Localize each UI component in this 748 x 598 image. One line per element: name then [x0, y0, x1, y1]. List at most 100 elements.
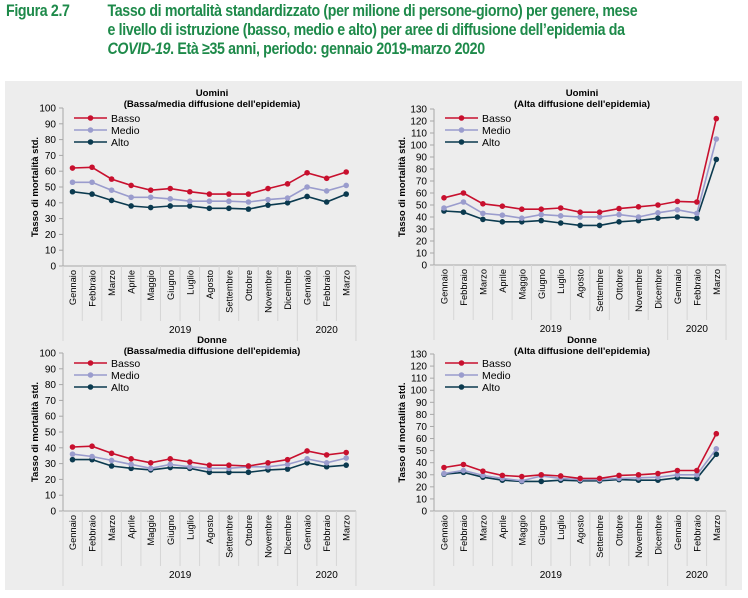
y-tick-label: 130 [410, 350, 427, 361]
y-tick-label: 30 [45, 459, 57, 470]
data-point-basso [265, 185, 271, 192]
x-tick-label: Giugno [166, 515, 176, 545]
y-tick-label: 40 [45, 443, 57, 454]
data-point-medio [147, 194, 154, 201]
chart-title: Uomini [196, 88, 229, 99]
y-tick-label: 110 [411, 374, 427, 385]
x-tick-label: Luglio [185, 515, 195, 540]
x-tick-label: Febbraio [322, 270, 332, 307]
x-tick-label: Aprile [127, 515, 137, 539]
x-tick-label: Marzo [107, 515, 117, 541]
data-point-alto [108, 463, 115, 469]
legend-marker-basso [87, 360, 94, 366]
y-axis-label: Tasso di mortalità std. [397, 137, 408, 237]
data-point-basso [577, 475, 583, 482]
y-tick-label: 90 [416, 398, 428, 409]
chart-subtitle: (Alta diffusione dell'epidemia) [514, 346, 650, 357]
data-point-alto [304, 193, 310, 200]
year-label: 2019 [540, 324, 563, 335]
data-point-basso [89, 164, 95, 171]
data-point-basso [147, 187, 154, 193]
data-point-basso [596, 209, 603, 215]
data-point-medio [187, 198, 193, 205]
legend-marker-medio [87, 372, 94, 378]
chart-panel-3: Donne(Alta diffusione dell'epidemia)0102… [397, 335, 727, 586]
data-point-basso [557, 205, 564, 211]
data-point-medio [265, 463, 271, 470]
data-point-basso [284, 181, 291, 187]
data-point-alto [284, 200, 291, 206]
legend-label-basso: Basso [111, 113, 140, 125]
data-point-alto [187, 203, 193, 209]
data-point-medio [480, 210, 486, 217]
data-point-basso [89, 443, 95, 450]
x-tick-label: Gennaio [673, 269, 683, 304]
data-point-medio [323, 460, 330, 466]
y-tick-label: 20 [45, 475, 57, 486]
data-point-medio [304, 184, 310, 190]
data-point-medio [713, 446, 720, 452]
y-axis-label: Tasso di mortalità std. [30, 137, 41, 237]
year-label: 2019 [169, 325, 192, 336]
x-tick-label: Agosto [576, 269, 586, 298]
data-point-basso [206, 462, 213, 468]
y-tick-label: 60 [416, 189, 428, 200]
y-tick-label: 30 [416, 225, 428, 236]
data-point-basso [245, 191, 252, 197]
data-point-basso [635, 204, 642, 210]
data-point-alto [245, 469, 252, 476]
data-point-alto [577, 222, 583, 229]
data-point-alto [343, 462, 350, 468]
data-point-alto [460, 209, 467, 215]
data-point-basso [538, 471, 545, 478]
data-point-medio [441, 205, 447, 211]
data-point-medio [128, 461, 134, 468]
x-tick-label: Aprile [498, 269, 508, 293]
data-point-basso [616, 205, 622, 212]
data-point-alto [69, 456, 76, 463]
chart-title: Uomini [566, 88, 599, 99]
data-point-alto [206, 469, 213, 476]
data-point-alto [226, 469, 232, 476]
y-tick-label: 20 [416, 237, 428, 248]
x-tick-label: Ottobre [244, 515, 254, 546]
data-point-basso [167, 185, 174, 192]
y-tick-label: 120 [410, 117, 427, 128]
data-point-medio [128, 194, 134, 201]
figure-title-line-2: e livello di istruzione (basso, medio e … [107, 21, 625, 39]
data-point-medio [284, 195, 291, 201]
x-tick-label: Dicembre [653, 269, 663, 309]
y-tick-label: 0 [50, 507, 56, 518]
data-point-medio [694, 210, 700, 217]
data-point-medio [69, 179, 76, 186]
data-point-medio [187, 463, 193, 470]
data-point-medio [596, 214, 603, 220]
x-tick-label: Aprile [498, 515, 508, 539]
data-point-alto [655, 215, 661, 221]
data-point-medio [577, 214, 583, 220]
data-point-basso [460, 190, 467, 196]
y-tick-label: 20 [416, 482, 428, 493]
x-tick-label: Aprile [127, 270, 137, 294]
data-point-basso [304, 448, 310, 454]
data-point-basso [265, 460, 271, 466]
x-tick-label: Novembre [264, 270, 274, 313]
data-point-basso [674, 467, 681, 474]
figure-title-line-3: COVID-19. Età ≥35 anni, periodo: gennaio… [107, 40, 743, 59]
legend-marker-medio [458, 372, 465, 378]
x-tick-label: Febbraio [459, 269, 469, 306]
chart-panel-2: Donne(Bassa/media diffusione dell'epidem… [30, 335, 357, 586]
x-tick-label: Agosto [576, 515, 586, 544]
x-tick-label: Dicembre [283, 270, 293, 310]
data-point-basso [69, 444, 76, 450]
y-tick-label: 80 [416, 410, 428, 421]
y-tick-label: 60 [45, 412, 57, 423]
x-tick-label: Maggio [517, 269, 527, 300]
y-tick-label: 90 [45, 119, 57, 130]
y-tick-label: 20 [45, 230, 57, 241]
x-tick-label: Gennaio [303, 270, 313, 305]
data-point-medio [519, 215, 525, 221]
data-point-medio [226, 198, 232, 205]
series-line-medio [443, 138, 718, 220]
data-point-alto [557, 220, 564, 226]
